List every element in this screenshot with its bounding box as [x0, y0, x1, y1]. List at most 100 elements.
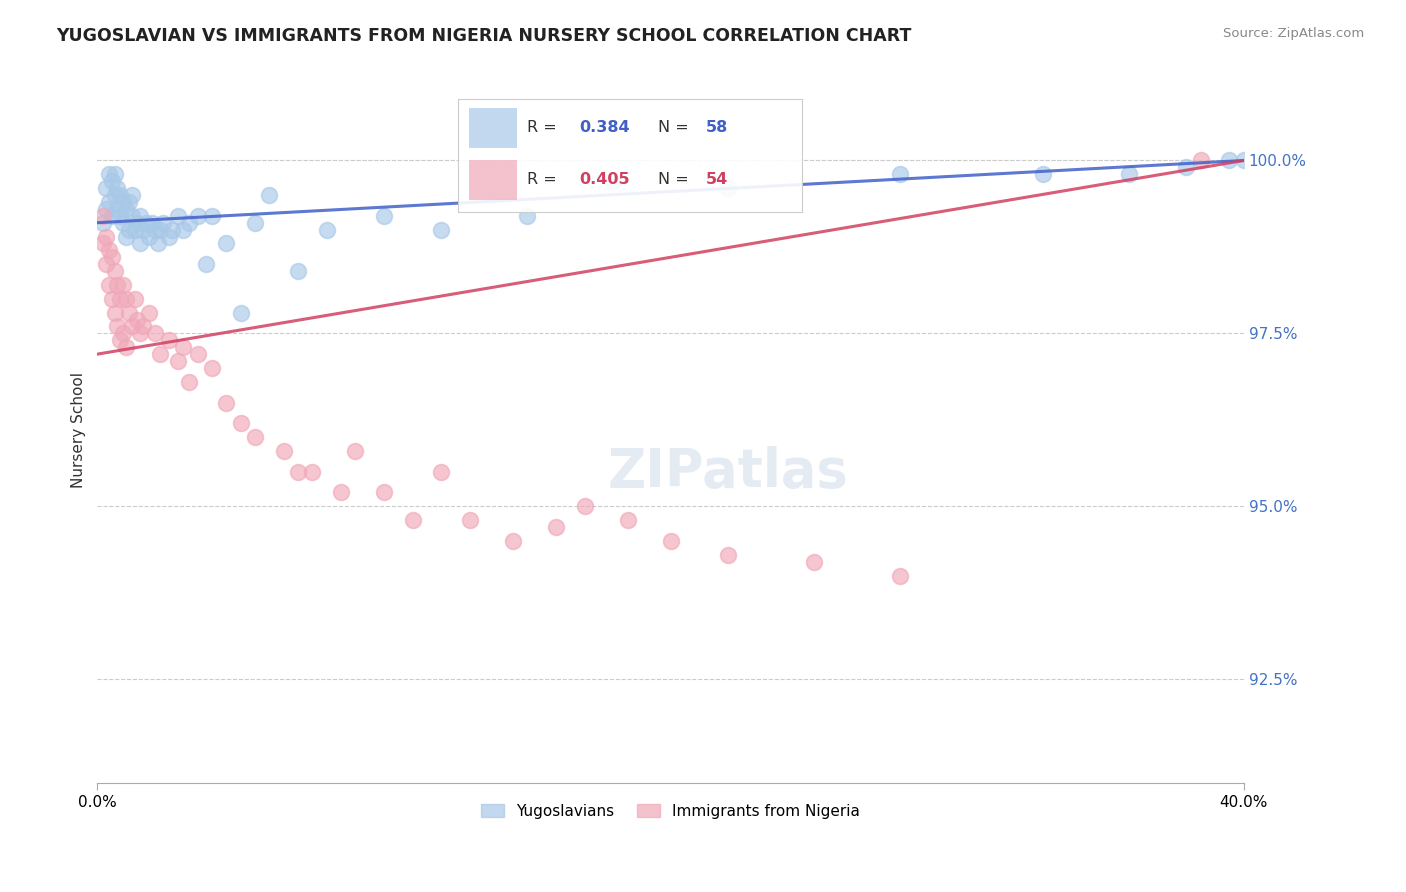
Point	[157, 334, 180, 348]
Y-axis label: Nursery School: Nursery School	[72, 372, 86, 488]
Point	[100, 174, 122, 188]
Point	[94, 181, 117, 195]
Point	[91, 209, 114, 223]
Point	[229, 305, 252, 319]
Point	[107, 277, 129, 292]
Point	[717, 548, 740, 562]
Point	[97, 277, 120, 292]
Point	[121, 319, 143, 334]
Point	[177, 375, 200, 389]
Point	[149, 222, 172, 236]
Point	[121, 188, 143, 202]
Point	[166, 354, 188, 368]
Point	[616, 513, 638, 527]
Point	[301, 465, 323, 479]
Point	[803, 555, 825, 569]
Point	[112, 277, 135, 292]
Point	[97, 244, 120, 258]
Text: Source: ZipAtlas.com: Source: ZipAtlas.com	[1223, 27, 1364, 40]
Point	[1189, 153, 1212, 168]
Point	[124, 222, 146, 236]
Point	[243, 430, 266, 444]
Point	[91, 236, 114, 251]
Point	[115, 340, 138, 354]
Point	[118, 305, 141, 319]
Point	[149, 347, 172, 361]
Point	[103, 167, 125, 181]
Legend: Yugoslavians, Immigrants from Nigeria: Yugoslavians, Immigrants from Nigeria	[475, 797, 866, 825]
Point	[166, 209, 188, 223]
Point	[91, 216, 114, 230]
Point	[187, 347, 209, 361]
Point	[94, 229, 117, 244]
Point	[121, 209, 143, 223]
Point	[110, 334, 132, 348]
Point	[110, 209, 132, 223]
Point	[1032, 167, 1054, 181]
Point	[143, 326, 166, 341]
Text: ZIPatlas: ZIPatlas	[607, 446, 848, 498]
Point	[138, 229, 160, 244]
Point	[373, 209, 395, 223]
Point	[215, 395, 238, 409]
Point	[152, 216, 174, 230]
Point	[129, 209, 152, 223]
Point	[259, 188, 281, 202]
Point	[458, 513, 481, 527]
Point	[94, 257, 117, 271]
Point	[273, 444, 295, 458]
Point	[201, 361, 224, 376]
Point	[115, 202, 138, 216]
Point	[100, 292, 122, 306]
Text: YUGOSLAVIAN VS IMMIGRANTS FROM NIGERIA NURSERY SCHOOL CORRELATION CHART: YUGOSLAVIAN VS IMMIGRANTS FROM NIGERIA N…	[56, 27, 911, 45]
Point	[430, 465, 453, 479]
Point	[502, 533, 524, 548]
Point	[107, 202, 129, 216]
Point	[103, 264, 125, 278]
Point	[124, 292, 146, 306]
Point	[132, 319, 155, 334]
Point	[602, 174, 624, 188]
Point	[112, 326, 135, 341]
Point	[118, 194, 141, 209]
Point	[115, 229, 138, 244]
Point	[172, 222, 194, 236]
Point	[889, 568, 911, 582]
Point	[97, 167, 120, 181]
Point	[135, 216, 157, 230]
Point	[103, 188, 125, 202]
Point	[110, 292, 132, 306]
Point	[172, 340, 194, 354]
Point	[94, 202, 117, 216]
Point	[401, 513, 423, 527]
Point	[544, 520, 567, 534]
Point	[127, 216, 149, 230]
Point	[160, 222, 183, 236]
Point	[157, 229, 180, 244]
Point	[115, 292, 138, 306]
Point	[516, 209, 538, 223]
Point	[344, 444, 367, 458]
Point	[889, 167, 911, 181]
Point	[373, 485, 395, 500]
Point	[107, 181, 129, 195]
Point	[287, 465, 309, 479]
Point	[717, 181, 740, 195]
Point	[132, 222, 155, 236]
Point	[127, 312, 149, 326]
Point	[187, 209, 209, 223]
Point	[103, 305, 125, 319]
Point	[215, 236, 238, 251]
Point	[141, 216, 163, 230]
Point	[659, 533, 682, 548]
Point	[100, 250, 122, 264]
Point	[143, 222, 166, 236]
Point	[1118, 167, 1140, 181]
Point	[118, 222, 141, 236]
Point	[430, 222, 453, 236]
Point	[138, 305, 160, 319]
Point	[229, 417, 252, 431]
Point	[112, 194, 135, 209]
Point	[107, 319, 129, 334]
Point	[129, 236, 152, 251]
